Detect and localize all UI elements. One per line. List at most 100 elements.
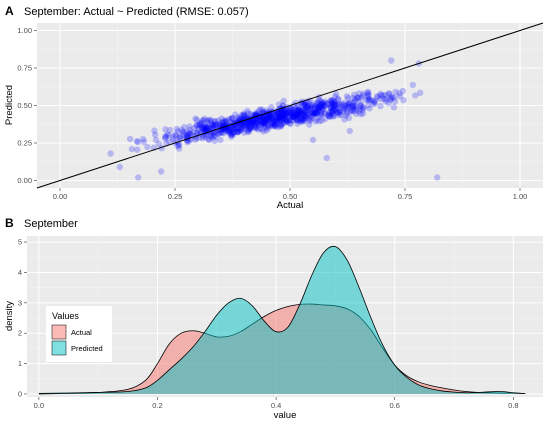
scatter-point [200,124,207,131]
scatter-point [332,90,340,98]
scatter-point [135,174,142,181]
scatter-point [392,88,399,96]
scatter-point [327,104,334,112]
scatter-point [238,126,245,133]
scatter-point [290,107,297,114]
scatter-point [255,118,262,125]
scatter-point [193,116,201,124]
scatter-point [359,104,367,111]
scatter-point [308,104,315,111]
scatter-point [312,118,319,125]
scatter-point [302,113,309,120]
scatter-point [240,125,248,133]
scatter-point [329,100,336,108]
scatter-point [244,126,252,134]
scatter-point [271,122,278,129]
scatter-point [298,118,305,125]
scatter-point [280,108,287,115]
panel-a-letter: A [5,4,14,18]
scatter-point [172,132,179,140]
scatter-point [376,95,384,103]
scatter-point [283,109,290,117]
scatter-point [303,112,310,119]
scatter-point [289,116,296,124]
scatter-point [286,109,293,116]
scatter-point [128,145,136,153]
scatter-point [282,117,290,124]
scatter-point [275,101,282,108]
scatter-point [223,117,230,124]
scatter-point [350,99,358,106]
scatter-point [399,87,407,95]
scatter-point [341,99,348,107]
scatter-point [250,117,257,124]
scatter-point [198,119,205,126]
scatter-point [300,112,307,119]
scatter-point [355,94,363,102]
scatter-point [226,126,234,133]
scatter-point [343,93,351,100]
scatter-point [296,107,304,115]
scatter-point [377,91,385,99]
scatter-point [275,113,283,120]
scatter-point [317,111,324,119]
scatter-point [258,121,265,128]
x-tick-label: 0.4 [271,401,281,410]
scatter-point [364,89,371,96]
scatter-point [246,125,254,132]
scatter-point [334,109,342,116]
scatter-point [264,122,272,129]
scatter-point [288,111,295,119]
scatter-point [248,118,256,126]
scatter-point [306,102,314,109]
panel-a-title: September: Actual ~ Predicted (RMSE: 0.0… [24,6,249,18]
scatter-point [276,117,283,125]
panel-a-y-axis-title: Predicted [4,85,15,125]
x-tick-label: 0.0 [34,401,44,410]
scatter-point [264,123,271,130]
scatter-point [253,125,260,132]
scatter-point [234,128,242,136]
scatter-point [301,106,308,114]
scatter-point [262,124,269,131]
scatter-point [359,106,366,114]
scatter-point [314,104,322,111]
scatter-point [328,108,336,115]
scatter-point [416,89,424,97]
legend: Values Actual Predicted [46,306,112,362]
scatter-point [232,111,239,118]
scatter-point [336,101,343,108]
scatter-point [279,112,286,120]
scatter-point [313,109,320,117]
scatter-point [308,109,315,116]
scatter-point [229,126,237,133]
scatter-point [200,117,208,124]
scatter-point [288,110,295,117]
scatter-point [318,100,325,108]
scatter-point [195,125,202,132]
scatter-point [324,111,332,119]
scatter-point [212,133,219,140]
scatter-point [287,105,294,112]
scatter-point [349,103,356,110]
scatter-point [290,111,297,118]
scatter-point [310,110,317,117]
scatter-point [295,106,302,113]
scatter-point [235,126,242,133]
scatter-point [353,107,360,114]
scatter-point [350,103,358,110]
scatter-point [230,124,237,132]
scatter-point [280,110,287,117]
scatter-point [302,108,310,115]
scatter-point [294,120,301,127]
scatter-point [268,114,275,122]
scatter-point [219,119,227,126]
scatter-point [287,105,294,112]
scatter-point [306,117,313,124]
scatter-point [264,116,271,124]
scatter-point [315,107,323,114]
scatter-point [337,103,344,110]
scatter-point [260,113,267,121]
scatter-point [191,136,199,144]
scatter-point [320,110,328,117]
